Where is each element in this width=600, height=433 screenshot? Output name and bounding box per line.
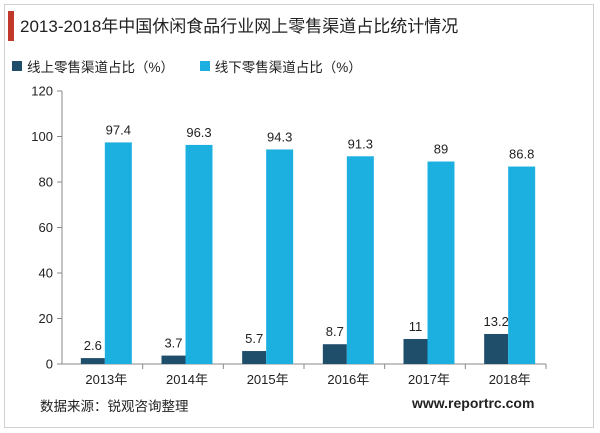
data-label-online: 5.7 <box>245 331 263 346</box>
x-tick-label: 2013年 <box>85 372 127 387</box>
website-url: www.reportrc.com <box>412 395 535 411</box>
data-label-online: 3.7 <box>164 336 182 351</box>
legend-item-offline: 线下零售渠道占比（%） <box>199 56 362 76</box>
y-tick-label: 0 <box>46 357 53 372</box>
bar-offline <box>346 156 374 364</box>
bar-online <box>403 338 428 364</box>
bar-online <box>242 351 267 364</box>
bar-offline <box>427 161 455 364</box>
data-label-offline: 94.3 <box>267 129 292 144</box>
legend-item-online: 线上零售渠道占比（%） <box>12 56 174 76</box>
data-label-online: 13.2 <box>484 314 509 329</box>
y-tick-label: 60 <box>39 220 53 235</box>
bar-online <box>322 344 347 364</box>
bar-offline <box>508 166 536 364</box>
data-label-offline: 89 <box>434 142 448 157</box>
legend-label-offline: 线下零售渠道占比（%） <box>214 60 362 75</box>
title-accent-bar <box>8 11 14 41</box>
legend-swatch-online <box>12 61 22 71</box>
data-label-offline: 91.3 <box>348 136 373 151</box>
x-tick-label: 2015年 <box>247 372 289 387</box>
data-label-offline: 96.3 <box>186 125 211 140</box>
y-tick-label: 100 <box>31 129 53 144</box>
x-tick-label: 2018年 <box>489 372 531 387</box>
y-tick-label: 20 <box>39 311 53 326</box>
data-label-online: 2.6 <box>84 338 102 353</box>
bar-online <box>161 355 186 364</box>
x-tick-label: 2016年 <box>327 372 369 387</box>
x-tick-label: 2017年 <box>408 372 450 387</box>
y-tick-label: 120 <box>31 84 53 99</box>
legend-label-online: 线上零售渠道占比（%） <box>27 60 175 75</box>
bar-online <box>80 358 105 364</box>
legend: 线上零售渠道占比（%） 线下零售渠道占比（%） <box>12 56 384 76</box>
x-tick-label: 2014年 <box>166 372 208 387</box>
legend-swatch-offline <box>199 61 210 71</box>
bar-offline <box>104 142 132 364</box>
data-label-offline: 86.8 <box>509 147 534 162</box>
data-source: 数据来源：锐观咨询整理 <box>40 399 189 414</box>
bar-offline <box>266 149 294 364</box>
data-label-offline: 97.4 <box>106 122 131 137</box>
y-tick-label: 80 <box>39 175 53 190</box>
data-label-online: 11 <box>409 319 423 334</box>
data-label-online: 8.7 <box>326 324 344 339</box>
bar-online <box>484 333 509 364</box>
y-tick-label: 40 <box>39 266 53 281</box>
bar-offline <box>185 144 213 364</box>
chart-title: 2013-2018年中国休闲食品行业网上零售渠道占比统计情况 <box>20 17 459 36</box>
